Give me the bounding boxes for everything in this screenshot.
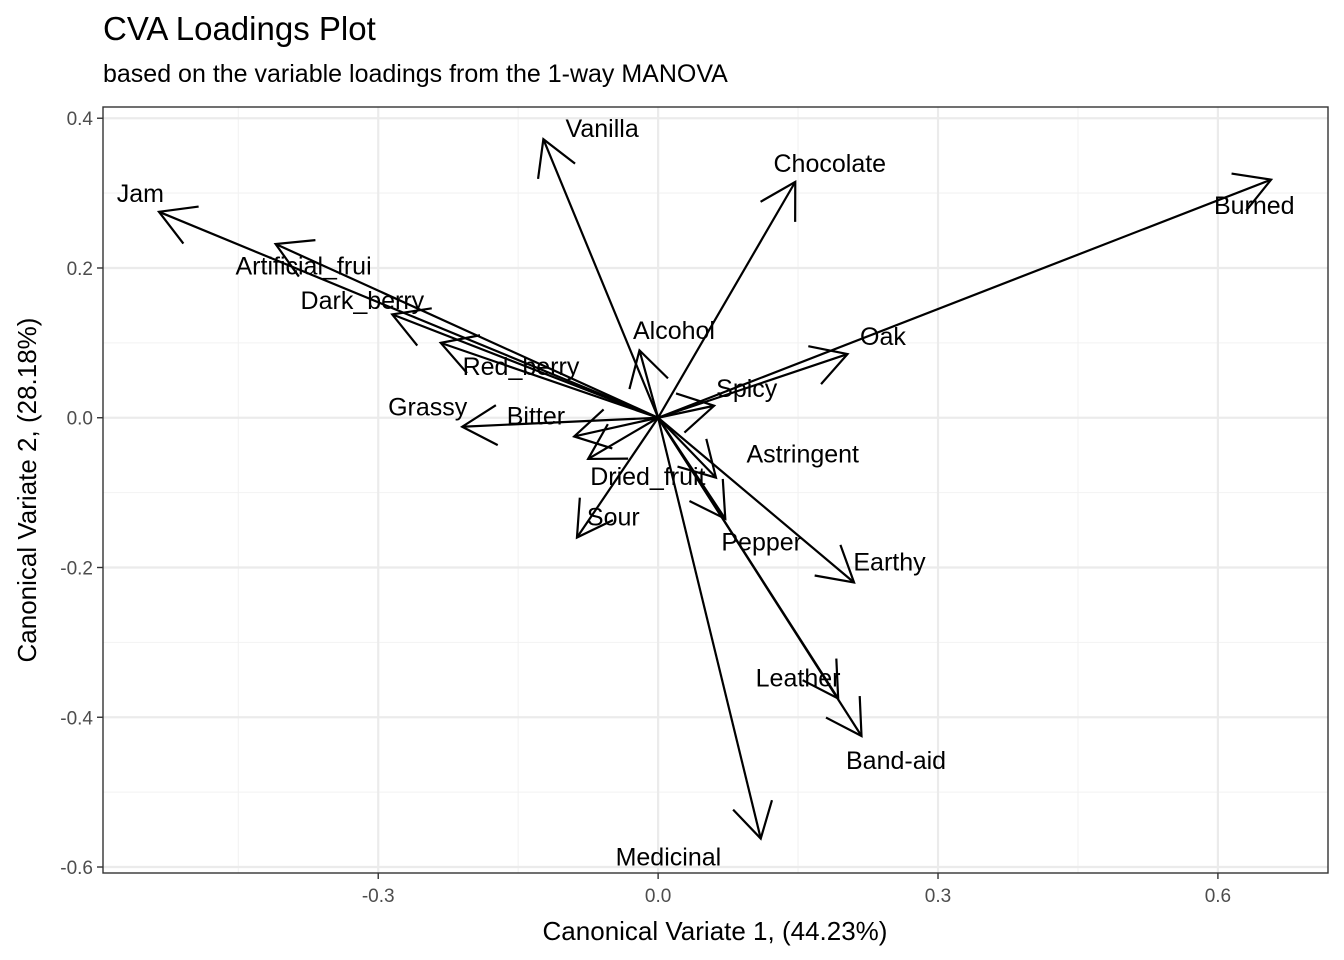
- arrow-shaft: [657, 416, 717, 479]
- arrow-head: [438, 334, 481, 374]
- arrow-medicinal: [657, 417, 774, 841]
- arrow-dark-berry: [390, 307, 659, 419]
- arrow-artificial-frui: [273, 239, 659, 419]
- arrow-shaft: [158, 210, 659, 419]
- arrow-label: Dried_fruit: [590, 463, 705, 491]
- arrow-grassy: [459, 404, 659, 447]
- y-tick-label: 0.0: [67, 409, 93, 430]
- arrow-label: Red_berry: [463, 353, 580, 381]
- arrow-earthy: [657, 416, 856, 584]
- arrow-label: Bitter: [507, 402, 565, 430]
- arrow-label: Grassy: [388, 394, 468, 422]
- y-tick-label: -0.6: [60, 858, 93, 879]
- plot-background: [103, 107, 1328, 873]
- arrow-label: Pepper: [721, 528, 802, 556]
- loading-arrows: [156, 137, 1274, 841]
- arrow-dried-fruit: [586, 416, 659, 461]
- x-tick-label: -0.3: [362, 886, 395, 907]
- arrow-head: [536, 137, 576, 179]
- arrow-band-aid: [657, 417, 863, 738]
- arrow-head: [273, 239, 316, 278]
- y-tick-label: -0.4: [60, 708, 93, 729]
- arrow-label: Earthy: [853, 549, 926, 577]
- arrow-head: [732, 799, 774, 841]
- arrow-head: [628, 348, 669, 390]
- arrow-shaft: [576, 417, 660, 539]
- arrow-burned: [657, 172, 1274, 419]
- arrow-jam: [156, 205, 659, 419]
- x-tick-label: 0.3: [925, 886, 951, 907]
- arrow-head: [1231, 172, 1274, 212]
- arrow-sour: [575, 417, 660, 540]
- x-axis: -0.3 0.0 0.3 0.6: [362, 873, 1231, 907]
- arrow-head: [814, 544, 856, 584]
- arrow-shaft: [573, 416, 659, 438]
- arrow-head: [459, 404, 499, 447]
- arrow-label: Dark_berry: [301, 287, 425, 315]
- y-axis-title: Canonical Variate 2, (28.18%): [12, 318, 42, 663]
- minor-gridlines: [103, 107, 1328, 873]
- arrow-shaft: [440, 341, 659, 419]
- arrow-chocolate: [657, 179, 797, 419]
- arrow-head: [760, 179, 797, 222]
- arrow-shaft: [657, 417, 863, 737]
- arrow-label: Chocolate: [774, 150, 887, 178]
- arrow-bitter: [572, 408, 659, 450]
- arrow-head: [586, 423, 629, 461]
- arrow-label: Sour: [587, 504, 640, 532]
- arrow-red-berry: [438, 334, 659, 419]
- y-tick-label: -0.2: [60, 558, 93, 579]
- arrow-label: Astringent: [746, 441, 859, 469]
- arrow-label: Medicinal: [616, 844, 722, 872]
- arrow-label: Oak: [860, 323, 906, 351]
- arrow-astringent: [657, 416, 718, 480]
- x-axis-title: Canonical Variate 1, (44.23%): [543, 916, 888, 946]
- y-axis: -0.6 -0.4 -0.2 0.0 0.2 0.4: [60, 109, 103, 879]
- arrow-shaft: [587, 416, 659, 460]
- arrow-label: Jam: [117, 180, 164, 208]
- arrow-shaft: [657, 353, 848, 419]
- arrow-alcohol: [628, 348, 669, 419]
- arrow-head: [677, 438, 718, 480]
- y-tick-label: 0.2: [67, 259, 93, 280]
- plot-panel: Jam Artificial_frui Dark_berry Red_berry Gra…: [102, 106, 1329, 874]
- arrow-label: Band-aid: [846, 747, 946, 775]
- x-tick-label: 0.6: [1205, 886, 1231, 907]
- arrow-shaft: [275, 243, 659, 419]
- y-tick-label: 0.4: [67, 109, 94, 130]
- arrow-label: Leather: [756, 665, 841, 693]
- arrow-head: [575, 497, 614, 540]
- arrow-label: Vanilla: [566, 115, 639, 143]
- arrow-label: Artificial_frui: [236, 253, 372, 281]
- arrow-head: [675, 392, 717, 434]
- arrow-head: [808, 345, 850, 385]
- loading-labels: Jam Artificial_frui Dark_berry Red_berry Gra…: [117, 115, 1295, 872]
- arrow-head: [825, 695, 863, 738]
- major-gridlines: [103, 107, 1328, 873]
- arrow-oak: [657, 345, 850, 419]
- arrow-label: Alcohol: [633, 317, 715, 345]
- arrow-shaft: [657, 181, 797, 419]
- arrow-head: [688, 478, 727, 521]
- arrow-head: [390, 307, 432, 347]
- arrow-shaft: [462, 416, 659, 428]
- arrow-spicy: [657, 392, 717, 434]
- arrow-shaft: [542, 138, 660, 419]
- arrow-shaft: [657, 416, 855, 584]
- chart-subtitle: based on the variable loadings from the …: [103, 60, 728, 88]
- arrow-shaft: [638, 350, 660, 419]
- arrow-shaft: [657, 417, 762, 839]
- plot-border: [102, 106, 1329, 874]
- x-tick-label: 0.0: [645, 886, 671, 907]
- arrow-label: Burned: [1214, 192, 1295, 220]
- arrow-shaft: [391, 313, 659, 419]
- arrow-shaft: [657, 404, 715, 419]
- arrow-shaft: [657, 178, 1272, 419]
- arrow-label: Spicy: [716, 375, 778, 403]
- arrow-head: [572, 408, 613, 450]
- arrow-head: [156, 205, 199, 245]
- arrow-vanilla: [536, 137, 660, 419]
- chart-title: CVA Loadings Plot: [103, 10, 376, 47]
